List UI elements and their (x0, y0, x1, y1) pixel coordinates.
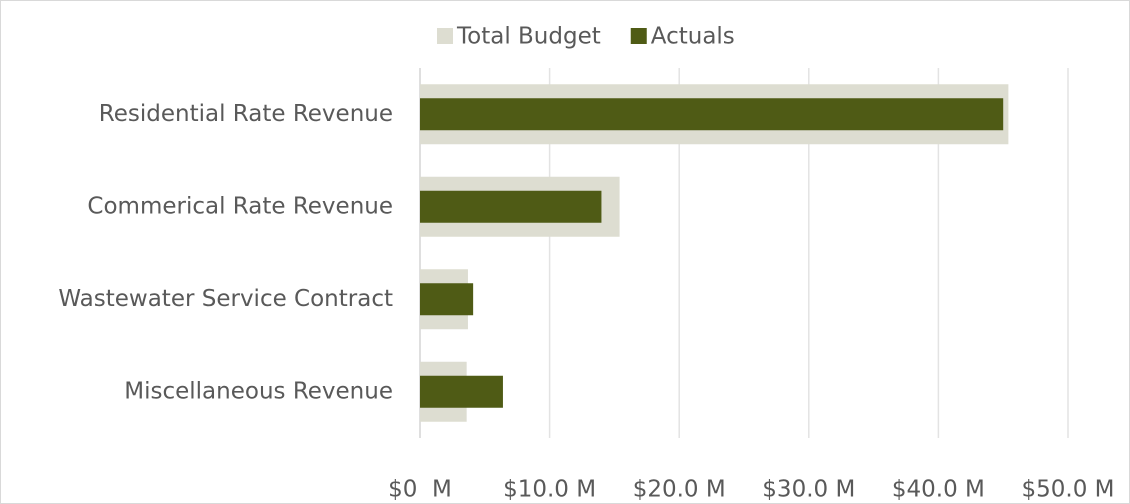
bar (420, 283, 474, 316)
y-tick-label: Commerical Rate Revenue (87, 193, 393, 219)
x-tick-label: $40.0 M (892, 477, 985, 503)
y-tick-label: Wastewater Service Contract (58, 286, 393, 312)
legend-swatch (437, 28, 453, 44)
x-tick-label: $0 M (388, 477, 452, 503)
x-tick-label: $30.0 M (762, 477, 855, 503)
legend-label: Total Budget (456, 24, 601, 50)
legend-swatch (630, 28, 647, 44)
legend-label: Actuals (651, 24, 735, 50)
x-tick-label: $10.0 M (503, 477, 596, 503)
x-tick-label: $50.0 M (1022, 477, 1115, 503)
y-tick-label: Residential Rate Revenue (99, 101, 393, 127)
x-tick-label: $20.0 M (633, 477, 726, 503)
y-tick-label: Miscellaneous Revenue (124, 378, 393, 404)
bar (420, 98, 1004, 131)
bar (420, 190, 602, 223)
bar (420, 375, 503, 408)
